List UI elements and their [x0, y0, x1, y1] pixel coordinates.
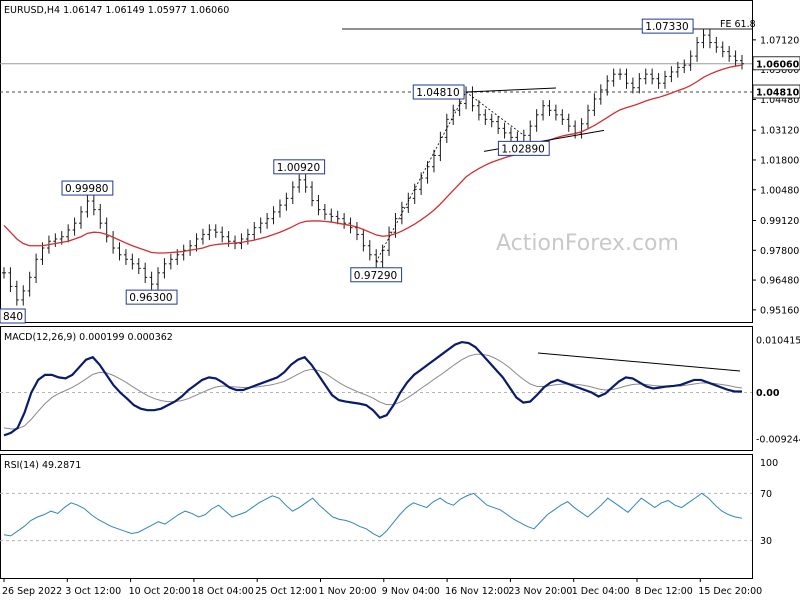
x-tick-label: 8 Dec 12:00	[635, 586, 693, 597]
price-tag-label: 1.04810	[756, 88, 800, 99]
annotation-label: 840	[3, 311, 23, 323]
price-tag-box	[752, 84, 800, 99]
macd-divergence-line	[537, 352, 741, 372]
price-y-tick-label: 0.97800	[760, 246, 799, 257]
price-panel-frame	[0, 0, 753, 323]
macd-signal-line	[3, 353, 743, 430]
x-tick-label: 9 Nov 04:00	[382, 586, 440, 597]
rsi-line	[3, 492, 743, 538]
annotation-box	[641, 18, 694, 34]
x-tick-label: 1 Dec 04:00	[572, 586, 630, 597]
x-tick-label: 15 Dec 20:00	[698, 586, 762, 597]
annotation-label: 1.07330	[645, 21, 688, 33]
annotation-box	[412, 84, 465, 100]
rsi-panel-frame	[0, 454, 753, 579]
price-tag-label: 1.06060	[756, 59, 800, 70]
rsi-y-tick-label: 100	[760, 458, 778, 469]
price-header: EURUSD,H4 1.06147 1.06149 1.05977 1.0606…	[4, 5, 229, 16]
annotation-label: 0.99980	[65, 183, 108, 195]
rsi-y-tick-label: 30	[760, 536, 772, 547]
ema-line	[3, 64, 743, 254]
rsi-header: RSI(14) 49.2871	[4, 460, 81, 471]
annotation-box	[497, 140, 550, 156]
fe-level-label: FE 61.8	[720, 19, 756, 30]
price-y-tick-label: 1.03120	[760, 126, 799, 137]
x-tick-label: 3 Oct 12:00	[65, 586, 121, 597]
price-layer: FE 61.8 0.99980 0.96300 1.00920 0.97290 1.048…	[0, 18, 756, 324]
macd-layer	[0, 340, 752, 437]
x-tick-label: 16 Nov 12:00	[445, 586, 509, 597]
axes-layer: 1.07120 1.05800 1.04480 1.03120 1.01800 1.004…	[2, 35, 800, 597]
annotation-label: 1.00920	[277, 162, 320, 174]
x-tick-label: 23 Nov 20:00	[508, 586, 572, 597]
rsi-layer	[0, 492, 752, 542]
price-y-tick-label: 1.05800	[760, 65, 799, 76]
watermark-text: ActionForex.com	[496, 231, 679, 256]
projection-line	[375, 91, 467, 262]
annotation-box	[61, 180, 114, 196]
x-tick-label: 1 Nov 20:00	[319, 586, 377, 597]
rsi-y-tick-label: 70	[760, 489, 772, 500]
annotation-box	[273, 159, 326, 175]
price-y-tick-label: 0.95160	[760, 305, 799, 316]
price-y-tick-label: 1.01800	[760, 155, 799, 166]
price-y-tick-label: 1.00480	[760, 185, 799, 196]
annotation-box	[350, 267, 403, 283]
x-tick-label: 18 Oct 04:00	[192, 586, 254, 597]
x-tick-label: 10 Oct 20:00	[129, 586, 191, 597]
price-y-tick-label: 1.07120	[760, 35, 799, 46]
macd-line	[3, 340, 742, 437]
annotation-label: 1.02890	[501, 143, 544, 155]
x-tick-label: 26 Sep 2022	[2, 586, 62, 597]
annotation-box	[0, 308, 26, 324]
macd-panel-frame	[0, 326, 753, 451]
macd-y-tick-label: 0.010415	[756, 336, 800, 347]
triangle-upper-line	[466, 87, 557, 93]
price-y-tick-label: 0.99120	[760, 216, 799, 227]
annotation-label: 1.04810	[416, 87, 459, 99]
price-y-tick-label: 0.96480	[760, 276, 799, 287]
annotation-label: 0.96300	[129, 292, 172, 304]
projection-line	[465, 91, 525, 136]
annotation-box	[125, 289, 178, 305]
price-tag-box	[752, 56, 800, 71]
annotation-label: 0.97290	[354, 270, 397, 282]
x-tick-label: 25 Oct 12:00	[255, 586, 317, 597]
macd-y-tick-label: -0.009244	[756, 434, 800, 445]
price-y-tick-label: 1.04480	[760, 95, 799, 106]
macd-y-tick-label: 0.00	[756, 388, 780, 399]
macd-header: MACD(12,26,9) 0.000199 0.000362	[4, 332, 173, 343]
